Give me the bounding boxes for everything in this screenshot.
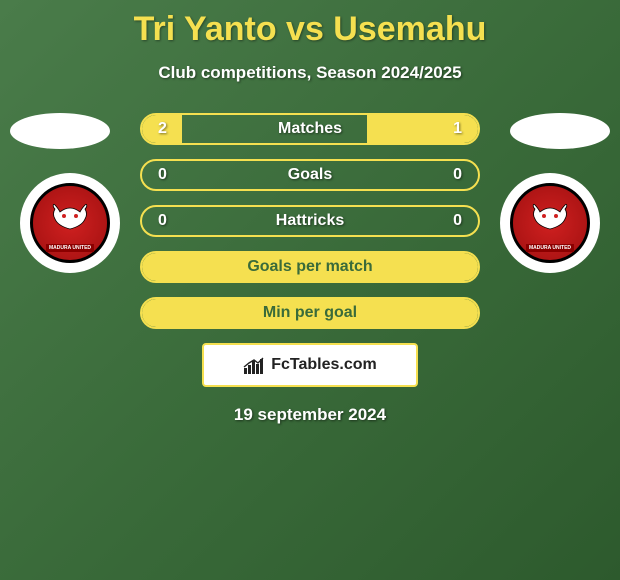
- stat-label: Min per goal: [263, 304, 357, 322]
- branding-badge: FcTables.com: [202, 343, 418, 387]
- bull-icon: [50, 204, 90, 234]
- page-title: Tri Yanto vs Usemahu: [0, 0, 620, 49]
- stat-row: 0 0 Hattricks: [140, 205, 480, 237]
- club-logo-left: [20, 173, 120, 273]
- stat-label: Matches: [278, 120, 342, 138]
- stat-value-right: 1: [453, 120, 462, 138]
- footer-date: 19 september 2024: [0, 405, 620, 425]
- club-crest-icon: [510, 183, 590, 263]
- club-crest-icon: [30, 183, 110, 263]
- stat-row: 0 0 Goals: [140, 159, 480, 191]
- bull-icon: [530, 204, 570, 234]
- comparison-panel: 2 1 Matches 0 0 Goals 0 0 Hattricks Goals per mat…: [0, 113, 620, 425]
- chart-bars-icon: [243, 355, 267, 375]
- page-subtitle: Club competitions, Season 2024/2025: [0, 63, 620, 83]
- player-right-badge: [510, 113, 610, 149]
- stat-value-left: 0: [158, 166, 167, 184]
- stat-row: Min per goal: [140, 297, 480, 329]
- stat-label: Hattricks: [276, 212, 344, 230]
- stat-value-right: 0: [453, 212, 462, 230]
- stat-row: 2 1 Matches: [140, 113, 480, 145]
- branding-text: FcTables.com: [271, 356, 377, 374]
- stat-value-left: 2: [158, 120, 167, 138]
- player-left-badge: [10, 113, 110, 149]
- club-logo-right: [500, 173, 600, 273]
- stat-value-right: 0: [453, 166, 462, 184]
- stat-rows: 2 1 Matches 0 0 Goals 0 0 Hattricks Goals per mat…: [140, 113, 480, 329]
- stat-value-left: 0: [158, 212, 167, 230]
- stat-label: Goals: [288, 166, 332, 184]
- stat-label: Goals per match: [247, 258, 372, 276]
- stat-row: Goals per match: [140, 251, 480, 283]
